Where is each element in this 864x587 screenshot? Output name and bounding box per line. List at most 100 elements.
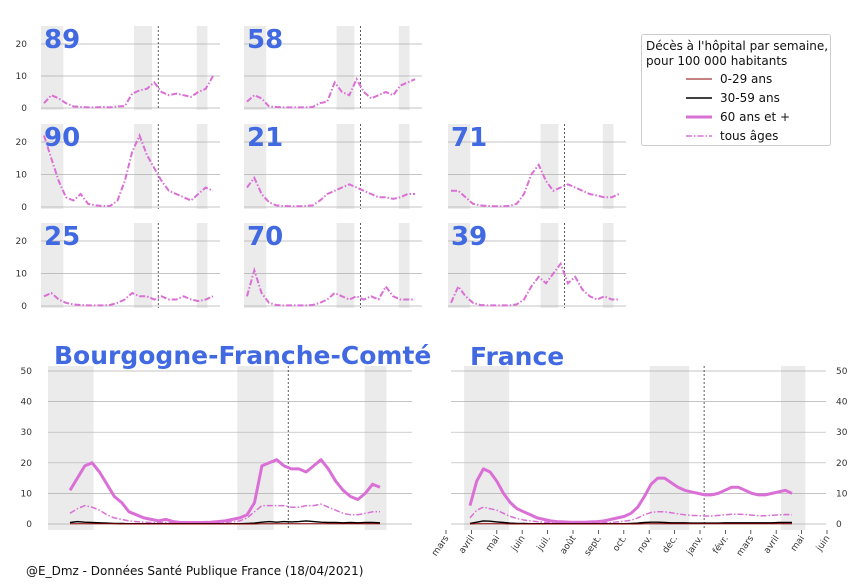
y-tick-label: 0 — [26, 520, 32, 530]
y-tick-label: 10 — [836, 489, 848, 499]
panel-label: Bourgogne-Franche-Comté — [54, 341, 431, 370]
panel-89-lockdown-band-2 — [197, 26, 208, 110]
y-tick-label: 0 — [21, 302, 27, 312]
x-tick-label: déc. — [660, 533, 680, 555]
y-tick-label: 40 — [836, 398, 848, 408]
y-tick-label: 50 — [836, 367, 848, 377]
legend-title-line2: pour 100 000 habitants — [646, 54, 830, 69]
legend-label-all: tous âges — [720, 129, 778, 143]
legend-item-mid: 30-59 ans — [642, 88, 830, 107]
panel-70-lockdown-band-1 — [337, 223, 355, 308]
panel-big-0-lockdown-band-0 — [48, 366, 94, 530]
legend-swatch-young — [686, 75, 712, 83]
y-tick-label: 30 — [21, 428, 33, 438]
legend-item-older: 60 ans et + — [642, 107, 830, 126]
legend-label-older: 60 ans et + — [720, 110, 790, 124]
panel-71-lockdown-band-1 — [541, 124, 559, 209]
legend-swatch-older — [686, 113, 712, 121]
panel-label: 89 — [44, 25, 80, 55]
panel-label: 58 — [247, 25, 283, 55]
x-tick-label: oct. — [611, 534, 629, 554]
panel-big-1-lockdown-band-2 — [781, 366, 805, 530]
y-tick-label: 0 — [21, 104, 27, 114]
panel-label: 70 — [247, 222, 283, 252]
x-tick-label: sept. — [583, 534, 604, 558]
panel-58: 58 — [244, 25, 422, 110]
panel-39-lockdown-band-2 — [603, 223, 614, 308]
y-tick-label: 10 — [16, 270, 28, 280]
series-line-60-ans-et- — [470, 469, 792, 522]
legend-label-mid: 30-59 ans — [720, 91, 780, 105]
x-tick-label: nov. — [636, 534, 655, 555]
y-tick-label: 10 — [16, 72, 28, 82]
y-tick-label: 20 — [21, 459, 33, 469]
series-line-tous-ages — [451, 165, 619, 207]
panel-39-lockdown-band-1 — [541, 223, 559, 308]
series-line-tous-ages — [44, 293, 213, 305]
panel-25: 0 10 20 25 — [16, 222, 220, 312]
series-line-tous-ages — [247, 178, 415, 207]
legend-item-all: tous âges — [642, 126, 830, 145]
panel-label: 71 — [451, 123, 487, 153]
panel-89-lockdown-band-1 — [134, 26, 152, 110]
x-tick-label: juin — [814, 534, 832, 554]
x-tick-label: janv. — [685, 534, 706, 558]
legend-title-line1: Décès à l'hôpital par semaine, — [646, 39, 830, 54]
x-tick-label: août — [559, 534, 579, 557]
series-line-tous-ages — [451, 264, 619, 306]
panel-58-lockdown-band-2 — [399, 26, 410, 110]
panel-region: 0 10 20 30 40 50 Bourgogne-Franche-Comté — [21, 341, 432, 530]
panel-25-lockdown-band-2 — [197, 223, 208, 308]
panel-90: 0 10 20 90 — [16, 123, 220, 213]
x-tick-label: mars — [735, 534, 756, 559]
series-line-tous-ages — [44, 76, 213, 107]
x-tick-label: avril — [457, 534, 476, 556]
panel-label: 90 — [44, 123, 80, 153]
x-tick-label: juil. — [535, 534, 553, 554]
panel-90-lockdown-band-1 — [134, 124, 152, 209]
panel-label: 25 — [44, 222, 80, 252]
panel-21-lockdown-band-1 — [337, 124, 355, 209]
y-tick-label: 50 — [21, 367, 33, 377]
x-tick-label: avril — [762, 534, 781, 556]
panel-71: 71 — [448, 123, 626, 209]
panel-58-lockdown-band-1 — [337, 26, 355, 110]
y-tick-label: 20 — [836, 459, 848, 469]
x-tick-label: mars — [430, 534, 451, 559]
y-tick-label: 20 — [16, 237, 28, 247]
panel-21: 21 — [244, 123, 422, 209]
x-tick-label: juin — [509, 534, 527, 554]
legend-label-young: 0-29 ans — [720, 72, 772, 86]
legend-swatch-all — [686, 132, 712, 140]
y-tick-label: 20 — [16, 40, 28, 50]
series-line-tous-ages — [247, 270, 415, 305]
panel-39: 39 — [448, 222, 626, 308]
y-tick-label: 0 — [836, 520, 842, 530]
x-tick-label: mai — [789, 534, 807, 553]
x-tick-label: mai — [484, 534, 502, 553]
panel-label: France — [470, 342, 564, 371]
y-tick-label: 20 — [16, 138, 28, 148]
panel-label: 39 — [451, 222, 487, 252]
legend-swatch-mid — [686, 94, 712, 102]
panel-89: 0 10 20 89 — [16, 25, 220, 114]
panel-label: 21 — [247, 123, 283, 153]
y-tick-label: 0 — [21, 203, 27, 213]
panel-90-lockdown-band-2 — [197, 124, 208, 209]
panel-big-1-lockdown-band-1 — [650, 366, 689, 530]
panel-big-0-lockdown-band-2 — [365, 366, 387, 530]
series-line-tous-ages — [247, 79, 415, 107]
y-tick-label: 30 — [836, 428, 848, 438]
panel-70: 70 — [244, 222, 422, 308]
footer-credit: @E_Dmz - Données Santé Publique France (… — [26, 564, 363, 578]
panel-70-lockdown-band-2 — [399, 223, 410, 308]
legend: Décès à l'hôpital par semaine, pour 100 … — [641, 34, 831, 146]
x-tick-label: févr. — [711, 533, 731, 556]
legend-title: Décès à l'hôpital par semaine, pour 100 … — [642, 35, 830, 69]
y-tick-label: 40 — [21, 398, 33, 408]
series-line-60-ans-et- — [70, 460, 380, 523]
y-tick-label: 10 — [21, 489, 33, 499]
y-tick-label: 10 — [16, 171, 28, 181]
